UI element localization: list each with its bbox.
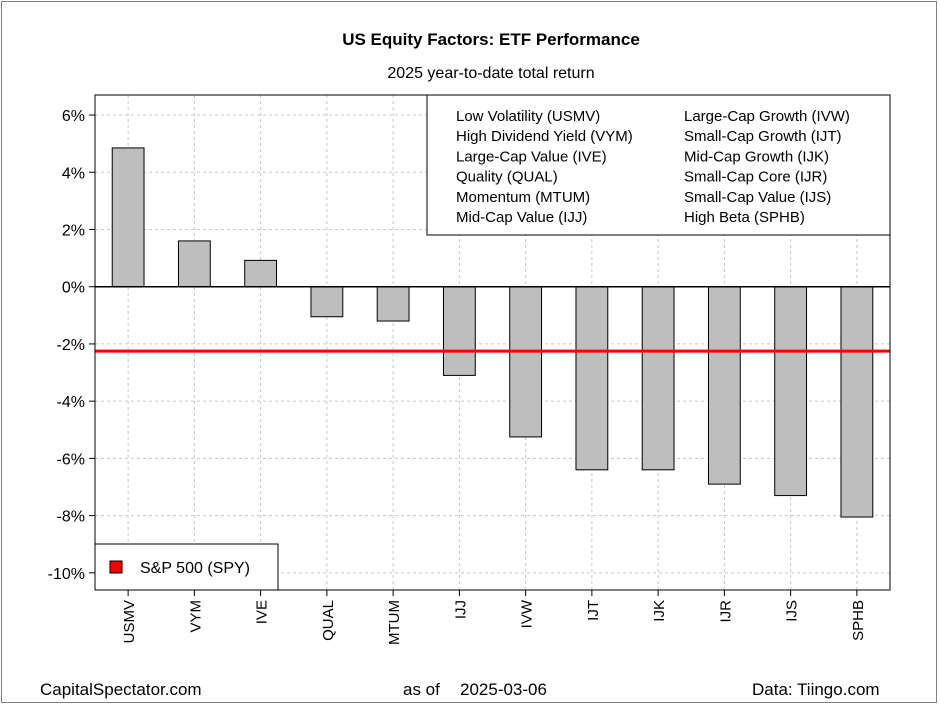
legend-entry: High Beta (SPHB) <box>684 209 805 226</box>
bar-ijr <box>707 286 741 485</box>
legend-entry: Momentum (MTUM) <box>456 189 590 206</box>
bar-ijj <box>442 286 476 376</box>
bar-qual <box>310 286 344 318</box>
ref-legend-label: S&P 500 (SPY) <box>140 560 250 577</box>
legend-entry: Small-Cap Core (IJR) <box>684 169 827 186</box>
ref-legend-swatch <box>109 560 123 574</box>
bar-ive <box>244 259 278 288</box>
y-axis: 6% 4% 2% 0% -2% -4% -6% -8% -10% <box>48 108 95 583</box>
x-tick-label-mtum: MTUM <box>386 600 403 645</box>
y-tick-label: -6% <box>57 451 85 468</box>
chart-subtitle: 2025 year-to-date total return <box>387 65 594 82</box>
legend-entry: Small-Cap Value (IJS) <box>684 189 831 206</box>
legend: Low Volatility (USMV) High Dividend Yield… <box>426 94 891 236</box>
legend-entry: Large-Cap Growth (IVW) <box>684 108 850 125</box>
y-tick-label: -10% <box>48 566 85 583</box>
footer-data-source: Data: Tiingo.com <box>752 680 880 699</box>
legend-entry: Mid-Cap Value (IJJ) <box>456 209 587 226</box>
footer-as-of-label: as of <box>403 680 440 699</box>
ref-legend-box <box>94 543 279 591</box>
x-tick-label-vym: VYM <box>187 600 204 633</box>
bar-vym <box>177 240 211 288</box>
legend-entry: Low Volatility (USMV) <box>456 108 600 125</box>
reference-legend: S&P 500 (SPY) <box>94 543 279 591</box>
legend-entry: Mid-Cap Growth (IJK) <box>684 148 829 165</box>
footer-date: 2025-03-06 <box>460 680 547 699</box>
bar-ijt <box>575 286 609 471</box>
x-tick-label-ijj: IJJ <box>452 600 469 619</box>
x-tick-label-ijs: IJS <box>784 600 801 622</box>
bar-usmv <box>111 147 145 288</box>
y-tick-label: 0% <box>62 280 85 297</box>
y-tick-label: 4% <box>62 165 85 182</box>
y-tick-label: -8% <box>57 509 85 526</box>
x-tick-label-ijt: IJT <box>585 600 602 621</box>
y-tick-label: 2% <box>62 222 85 239</box>
x-axis: USMV VYM IVE QUAL MTUM IJJ IVW IJT IJK IJR IJS SPHB <box>121 590 867 645</box>
x-tick-label-ijk: IJK <box>651 600 668 622</box>
chart-title: US Equity Factors: ETF Performance <box>342 30 640 49</box>
y-tick-label: -4% <box>57 394 85 411</box>
footer-source-site: CapitalSpectator.com <box>40 680 202 699</box>
y-tick-label: -2% <box>57 337 85 354</box>
y-tick-label: 6% <box>62 108 85 125</box>
legend-entry: Small-Cap Growth (IJT) <box>684 128 842 145</box>
legend-entry: Large-Cap Value (IVE) <box>456 148 607 165</box>
legend-entry: High Dividend Yield (VYM) <box>456 128 633 145</box>
x-tick-label-qual: QUAL <box>320 600 337 641</box>
bar-mtum <box>376 286 410 322</box>
x-tick-label-ivw: IVW <box>519 599 536 628</box>
bar-ijs <box>774 286 808 497</box>
bar-ivw <box>509 286 543 438</box>
x-tick-label-sphb: SPHB <box>850 600 867 641</box>
plot-border <box>94 94 891 591</box>
x-tick-label-usmv: USMV <box>121 600 138 643</box>
legend-entry: Quality (QUAL) <box>456 169 558 186</box>
x-tick-label-ive: IVE <box>254 600 271 624</box>
legend-box <box>426 94 891 236</box>
bar-sphb <box>840 286 874 518</box>
bar-ijk <box>641 286 675 471</box>
x-tick-label-ijr: IJR <box>717 600 734 623</box>
